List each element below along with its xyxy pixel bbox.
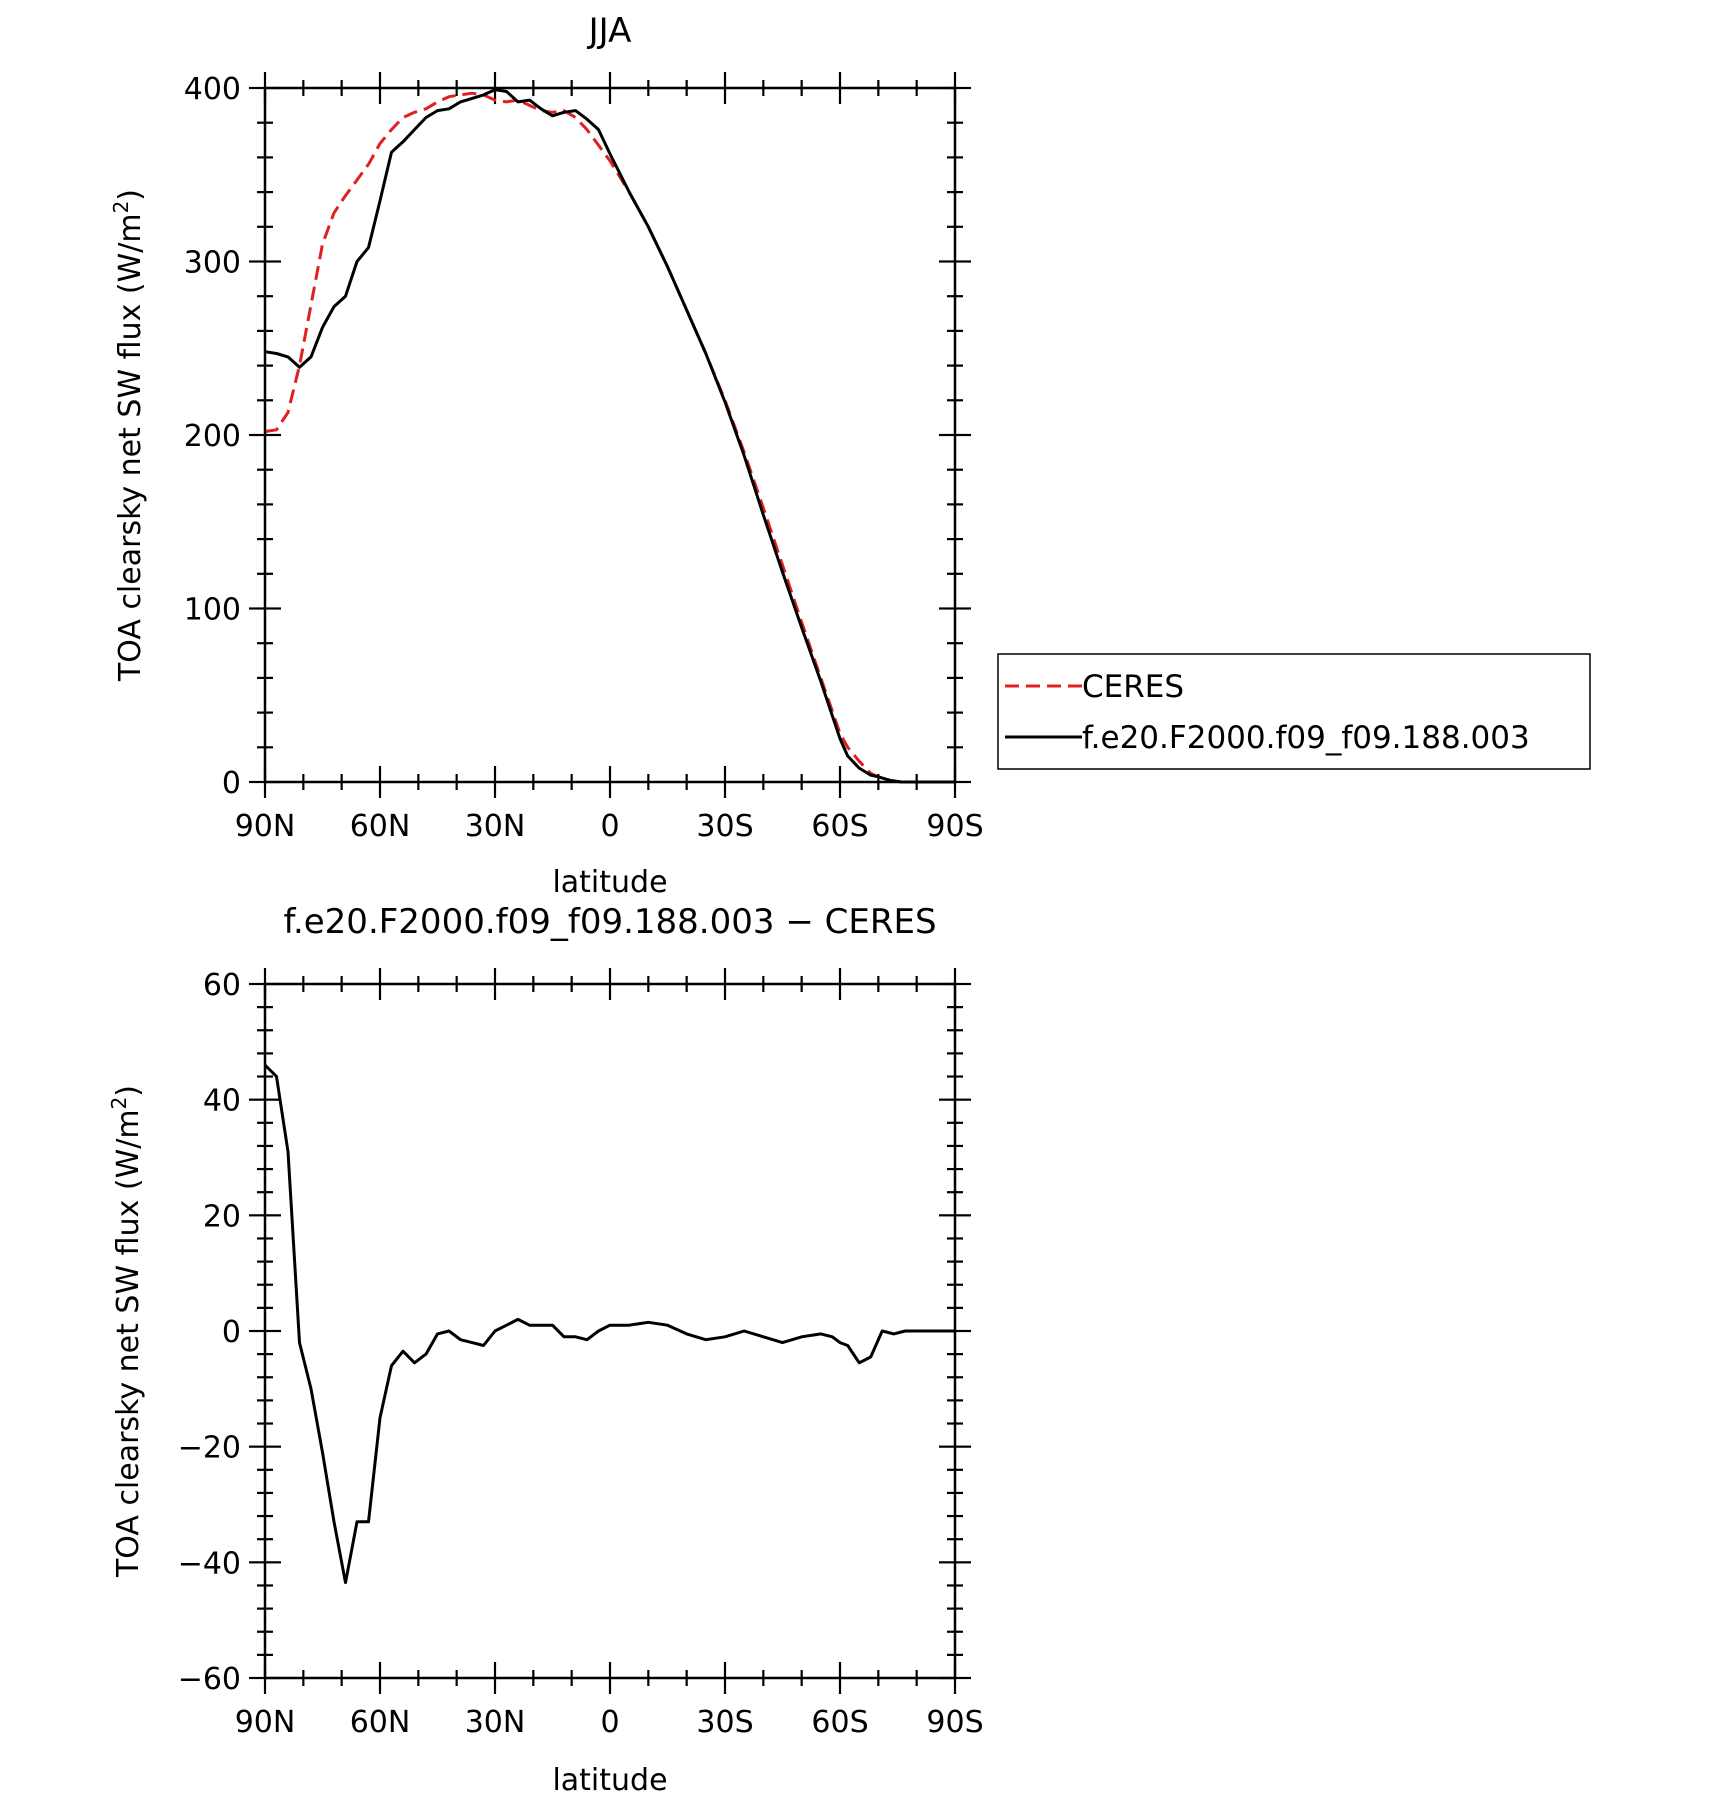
top-ytick-label: 300 — [184, 246, 241, 281]
top-ytick-label: 100 — [184, 593, 241, 628]
bottom-x-axis-label: latitude — [552, 1763, 667, 1798]
bottom-ytick-label: −60 — [178, 1662, 241, 1697]
top-data-point-ceres — [322, 243, 324, 245]
bottom-y-axis-label: TOA clearsky net SW flux (W/m2) — [107, 1085, 146, 1578]
bottom-series-group — [263, 1063, 955, 1585]
legend: CERES f.e20.F2000.f09_f09.188.003 — [997, 653, 1591, 770]
top-tick-labels: 90N 60N 30N 0 30S 60S 90S 0 100 200 300 400 — [184, 72, 984, 844]
bottom-y-axis-label-main: TOA clearsky net SW flux (W/m — [111, 1109, 146, 1578]
top-plot-frame — [263, 86, 957, 784]
legend-label-ceres: CERES — [1082, 669, 1184, 705]
legend-box — [997, 653, 1591, 770]
top-panel: JJA 90N 60N 30N 0 30S 60S 90S 0 100 200 300 400 lat… — [109, 11, 984, 900]
top-xtick-label: 30N — [465, 809, 526, 844]
top-xtick-label: 60S — [811, 809, 868, 844]
bottom-ytick-label: 60 — [203, 968, 241, 1003]
top-ytick-label: 200 — [184, 419, 241, 454]
top-xtick-label: 60N — [350, 809, 411, 844]
top-xtick-label: 0 — [600, 809, 619, 844]
top-xtick-label: 30S — [696, 809, 753, 844]
bottom-tick-marks — [249, 968, 971, 1694]
bottom-tick-labels: 90N 60N 30N 0 30S 60S 90S −60 −40 −20 0 20 40 60 — [178, 968, 984, 1740]
top-y-axis-label-main: TOA clearsky net SW flux (W/m — [113, 213, 148, 682]
bottom-xtick-label: 90S — [926, 1705, 983, 1740]
top-xtick-label: 90S — [926, 809, 983, 844]
top-x-axis-label: latitude — [552, 865, 667, 900]
bottom-xtick-label: 60N — [350, 1705, 411, 1740]
top-ytick-label: 400 — [184, 72, 241, 107]
top-chart-title: JJA — [587, 11, 632, 51]
bottom-ytick-label: −20 — [178, 1431, 241, 1466]
top-series-line-ceres — [264, 91, 955, 784]
bottom-ytick-label: −40 — [178, 1546, 241, 1581]
top-y-axis-label-close: ) — [113, 189, 148, 201]
top-data-point-ceres — [460, 94, 462, 96]
bottom-y-axis-label-sup: 2 — [107, 1097, 131, 1110]
bottom-ytick-label: 20 — [203, 1199, 241, 1234]
top-series-line-model — [264, 88, 955, 784]
top-data-point-ceres — [437, 101, 439, 103]
bottom-plot-frame — [263, 982, 957, 1680]
top-y-axis-label: TOA clearsky net SW flux (W/m2) — [109, 189, 148, 682]
bottom-chart-title: f.e20.F2000.f09_f09.188.003 − CERES — [283, 902, 936, 942]
top-series-group — [264, 88, 955, 784]
legend-label-model: f.e20.F2000.f09_f09.188.003 — [1082, 720, 1530, 756]
bottom-series-line-difference — [263, 1063, 955, 1585]
bottom-xtick-label: 90N — [235, 1705, 296, 1740]
bottom-xtick-label: 30S — [696, 1705, 753, 1740]
bottom-xtick-label: 0 — [600, 1705, 619, 1740]
bottom-ytick-label: 40 — [203, 1084, 241, 1119]
top-xtick-label: 90N — [235, 809, 296, 844]
top-data-point-ceres — [310, 304, 312, 306]
bottom-y-axis-label-close: ) — [111, 1085, 146, 1097]
bottom-xtick-label: 60S — [811, 1705, 868, 1740]
bottom-ytick-label: 0 — [222, 1315, 241, 1350]
top-y-axis-label-sup: 2 — [109, 201, 133, 214]
bottom-panel: f.e20.F2000.f09_f09.188.003 − CERES 90N 6… — [107, 902, 984, 1798]
top-ytick-label: 0 — [222, 766, 241, 801]
bottom-xtick-label: 30N — [465, 1705, 526, 1740]
top-data-point-ceres — [402, 117, 404, 119]
